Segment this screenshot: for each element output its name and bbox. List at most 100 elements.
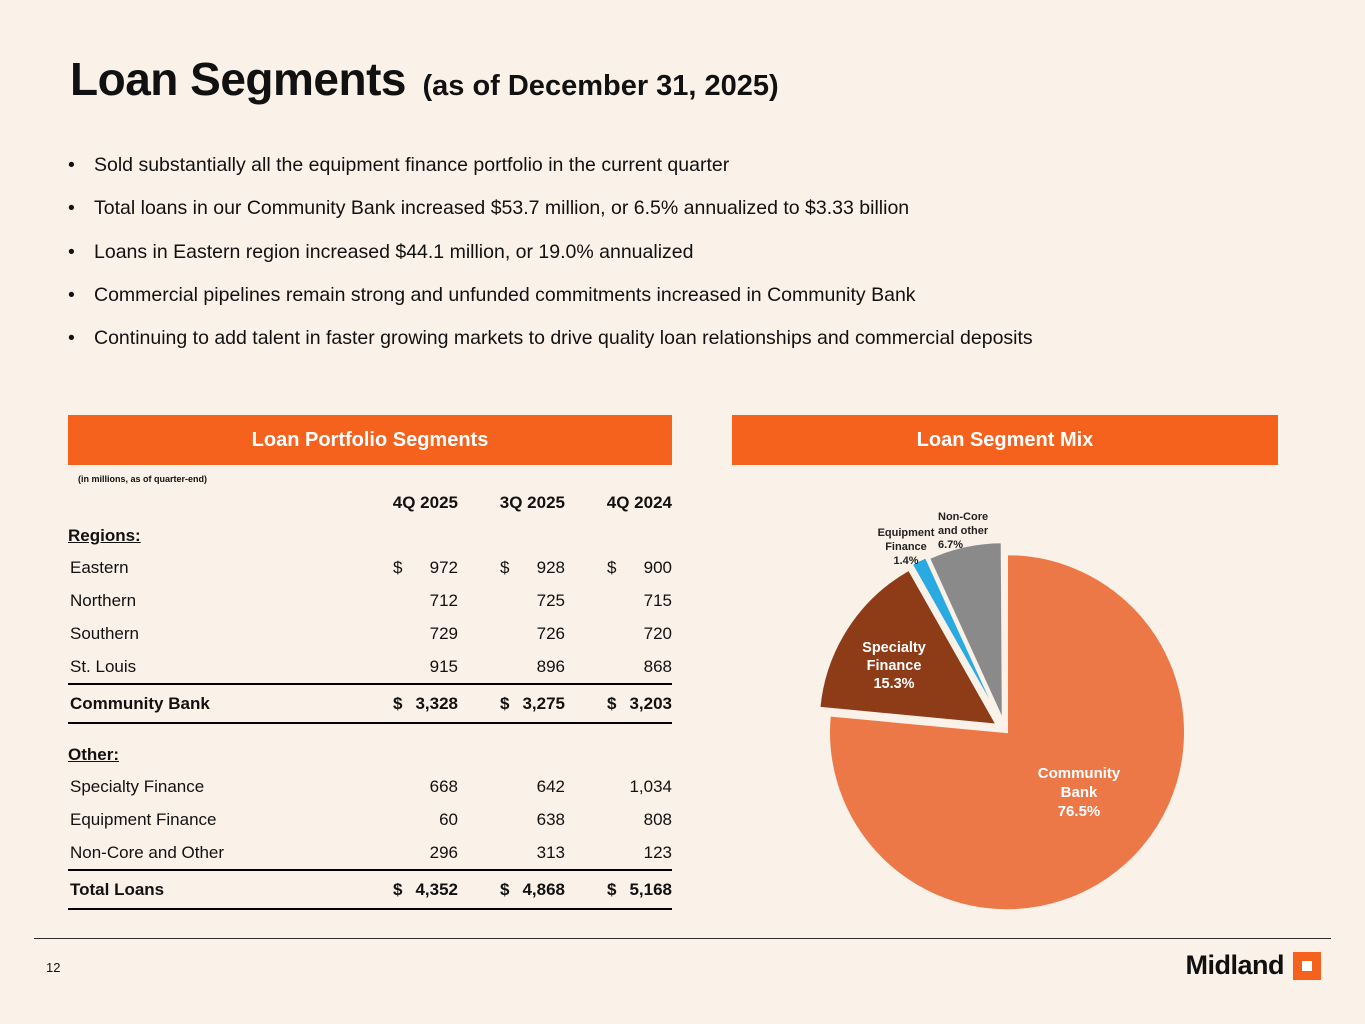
cell-value: 4,868 [522, 879, 565, 899]
cell-value: 60 [439, 809, 458, 829]
table-row-eastern: Eastern $972 $928 $900 [68, 551, 672, 584]
pie-slice-specialty-finance [818, 568, 999, 726]
divider-line [68, 908, 672, 910]
cell-4q2025: 712 [351, 591, 458, 611]
currency-symbol [458, 624, 537, 644]
cell-value: 715 [643, 590, 672, 610]
cell-value: 5,168 [629, 879, 672, 899]
cell-4q2025: 729 [351, 624, 458, 644]
cell-value: 915 [429, 656, 458, 676]
cell-4q2024: 720 [565, 624, 672, 644]
bullet-text: Sold substantially all the equipment fin… [94, 154, 730, 176]
cell-value: 900 [643, 557, 672, 577]
currency-symbol [351, 843, 430, 863]
pie-slice-community-bank [828, 553, 1187, 912]
bullet-text: Total loans in our Community Bank increa… [94, 197, 910, 220]
cell-value: 642 [536, 776, 565, 796]
bullet-item: Continuing to add talent in faster growi… [68, 325, 1323, 352]
slice-percent: 6.7% [938, 538, 964, 551]
bullet-text: Continuing to add talent in faster growi… [94, 327, 1033, 350]
bullet-marker [68, 325, 94, 352]
cell-4q2024: 808 [565, 810, 672, 830]
cell-3q2025: $3,275 [458, 694, 565, 714]
row-label: Specialty Finance [70, 776, 205, 796]
cell-value: 928 [536, 557, 565, 577]
chart-panel-header: Loan Segment Mix [732, 415, 1278, 465]
column-header-4q2025: 4Q 2025 [392, 493, 458, 512]
currency-symbol: $ [393, 557, 403, 577]
bullet-text: Loans in Eastern region increased $44.1 … [94, 240, 694, 263]
cell-4q2024: 715 [565, 591, 672, 611]
currency-symbol [565, 657, 644, 677]
bullet-item: Loans in Eastern region increased $44.1 … [68, 239, 1323, 266]
midland-square-icon [1293, 951, 1321, 980]
table-row-st-louis: St. Louis 915 896 868 [68, 650, 672, 683]
currency-symbol: $ [607, 879, 617, 899]
currency-symbol [565, 810, 644, 830]
cell-4q2024: $5,168 [565, 880, 672, 900]
cell-3q2025: $928 [458, 558, 565, 578]
currency-symbol [351, 777, 430, 797]
row-label: Eastern [70, 557, 129, 577]
pie-label-community-bank: Community Bank 76.5% [1029, 765, 1129, 821]
cell-4q2025: 60 [351, 810, 458, 830]
cell-value: 123 [643, 842, 672, 862]
cell-value: 313 [536, 842, 565, 862]
table-row-equipment-finance: Equipment Finance 60 638 808 [68, 803, 672, 836]
pie-label-non-core-and-other: Non-Core and other 6.7% [938, 511, 1010, 552]
logo-wordmark: Midland [1185, 950, 1285, 980]
bullet-item: Sold substantially all the equipment fin… [68, 152, 1323, 179]
page-number: 12 [46, 960, 61, 975]
cell-value: 726 [536, 623, 565, 643]
table-row-non-core-and-other: Non-Core and Other 296 313 123 [68, 836, 672, 869]
cell-value: 729 [429, 623, 458, 643]
table-row-community-bank-total: Community Bank $3,328 $3,275 $3,203 [68, 685, 672, 722]
cell-value: 638 [536, 809, 565, 829]
slice-percent: 76.5% [1057, 802, 1101, 820]
chart-panel-title: Loan Segment Mix [916, 428, 1094, 451]
footer-divider [34, 938, 1331, 939]
cell-value: 896 [536, 656, 565, 676]
row-label: Northern [70, 590, 137, 610]
slice-percent: 1.4% [893, 554, 919, 567]
currency-symbol [351, 624, 430, 644]
currency-symbol [458, 657, 537, 677]
bullet-item: Commercial pipelines remain strong and u… [68, 282, 1323, 309]
slice-label: Non-Core and other [938, 511, 989, 537]
row-label: Community Bank [70, 693, 210, 713]
cell-4q2024: 868 [565, 657, 672, 677]
loan-portfolio-table-panel: Loan Portfolio Segments (in millions, as… [68, 415, 672, 910]
cell-value: 725 [536, 590, 565, 610]
column-header-4q2024: 4Q 2024 [606, 493, 672, 512]
cell-4q2025: $972 [351, 558, 458, 578]
slice-percent: 15.3% [873, 676, 915, 693]
cell-4q2024: 1,034 [565, 777, 672, 797]
cell-4q2024: $3,203 [565, 694, 672, 714]
section-label-other: Other: [68, 745, 119, 764]
bullet-marker [68, 282, 94, 309]
currency-symbol: $ [500, 693, 510, 713]
table-row-total-loans: Total Loans $4,352 $4,868 $5,168 [68, 871, 672, 908]
cell-3q2025: 313 [458, 843, 565, 863]
page-title: Loan Segments (as of December 31, 2025) [70, 52, 779, 106]
cell-value: 3,203 [629, 693, 672, 713]
cell-value: 868 [643, 656, 672, 676]
bullet-marker [68, 239, 94, 266]
spacer [68, 724, 672, 736]
currency-symbol [458, 777, 537, 797]
cell-value: 3,275 [522, 693, 565, 713]
pie-slice-equipment-finance [910, 555, 1001, 720]
column-headers: 4Q 2025 3Q 2025 4Q 2024 [68, 493, 672, 517]
cell-value: 720 [643, 623, 672, 643]
column-header-spacer [68, 493, 351, 517]
column-header-3q2025: 3Q 2025 [499, 493, 565, 512]
currency-symbol [458, 591, 537, 611]
cell-4q2024: $900 [565, 558, 672, 578]
row-label: Non-Core and Other [70, 842, 225, 862]
table-panel-title: Loan Portfolio Segments [251, 428, 489, 451]
pie-label-specialty-finance: Specialty Finance 15.3% [844, 639, 944, 693]
currency-symbol [565, 591, 644, 611]
currency-symbol: $ [393, 693, 403, 713]
row-label: Southern [70, 623, 139, 643]
table-row-specialty-finance: Specialty Finance 668 642 1,034 [68, 770, 672, 803]
